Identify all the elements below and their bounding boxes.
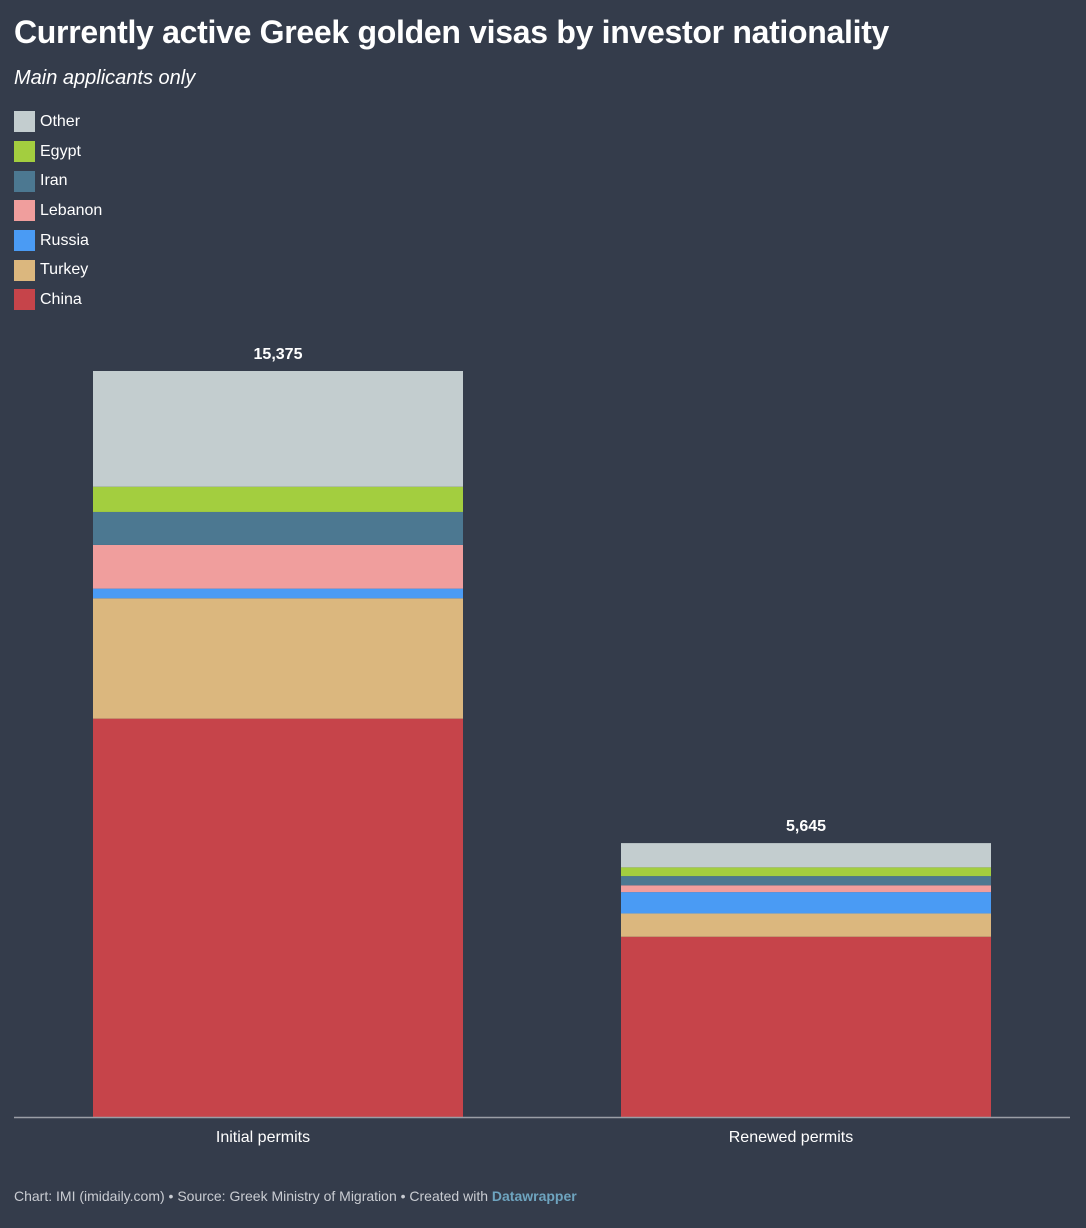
legend-label: Lebanon [40,201,103,219]
x-tick-label: Renewed permits [729,1129,854,1146]
chart-footer: Chart: IMI (imidaily.com) • Source: Gree… [14,1188,577,1204]
legend-swatch-other [14,111,35,133]
bar-segment-egypt [621,867,991,877]
legend-item-iran: Iran [14,166,102,196]
legend-item-lebanon: Lebanon [14,196,102,226]
bar-segment-iran [621,876,991,886]
legend-item-turkey: Turkey [14,255,102,285]
bar-segment-russia [93,588,463,599]
bar-segment-iran [93,511,463,545]
legend-swatch-lebanon [14,200,35,222]
total-label: 15,375 [254,346,303,363]
bar-segment-russia [621,892,991,914]
legend-swatch-iran [14,170,35,192]
bar-segment-turkey [93,598,463,719]
legend-item-russia: Russia [14,226,102,256]
bar-segment-other [621,843,991,868]
legend-swatch-egypt [14,141,35,163]
stacked-bar-chart: 15,375 Initial permits 5,645 Renewed permit… [14,346,1070,1146]
legend-label: Russia [40,231,89,249]
x-tick-label: Initial permits [216,1129,310,1146]
legend-item-china: China [14,285,102,315]
legend-label: Egypt [40,142,81,160]
total-label: 5,645 [786,818,826,835]
bar-segment-egypt [93,486,463,512]
legend-label: Turkey [40,261,89,279]
legend-swatch-russia [14,230,35,252]
legend-label: Other [40,112,81,130]
footer-credits: Chart: IMI (imidaily.com) • Source: Gree… [14,1188,492,1204]
legend-label: China [40,290,82,308]
bar-segment-turkey [621,913,991,937]
bar-segment-lebanon [93,544,463,589]
legend-item-egypt: Egypt [14,137,102,167]
chart-title: Currently active Greek golden visas by i… [14,14,890,50]
legend-label: Iran [40,172,68,190]
legend: Other Egypt Iran Lebanon Russia Turkey C… [14,107,102,315]
chart-subtitle: Main applicants only [14,67,196,89]
legend-swatch-turkey [14,259,35,281]
bar-segment-lebanon [621,885,991,893]
bar-segment-china [621,936,991,1117]
bar-segment-other [93,371,463,487]
legend-item-other: Other [14,107,102,137]
bar-segment-china [93,718,463,1117]
footer-brand-link[interactable]: Datawrapper [491,1188,577,1204]
legend-swatch-china [14,289,35,311]
